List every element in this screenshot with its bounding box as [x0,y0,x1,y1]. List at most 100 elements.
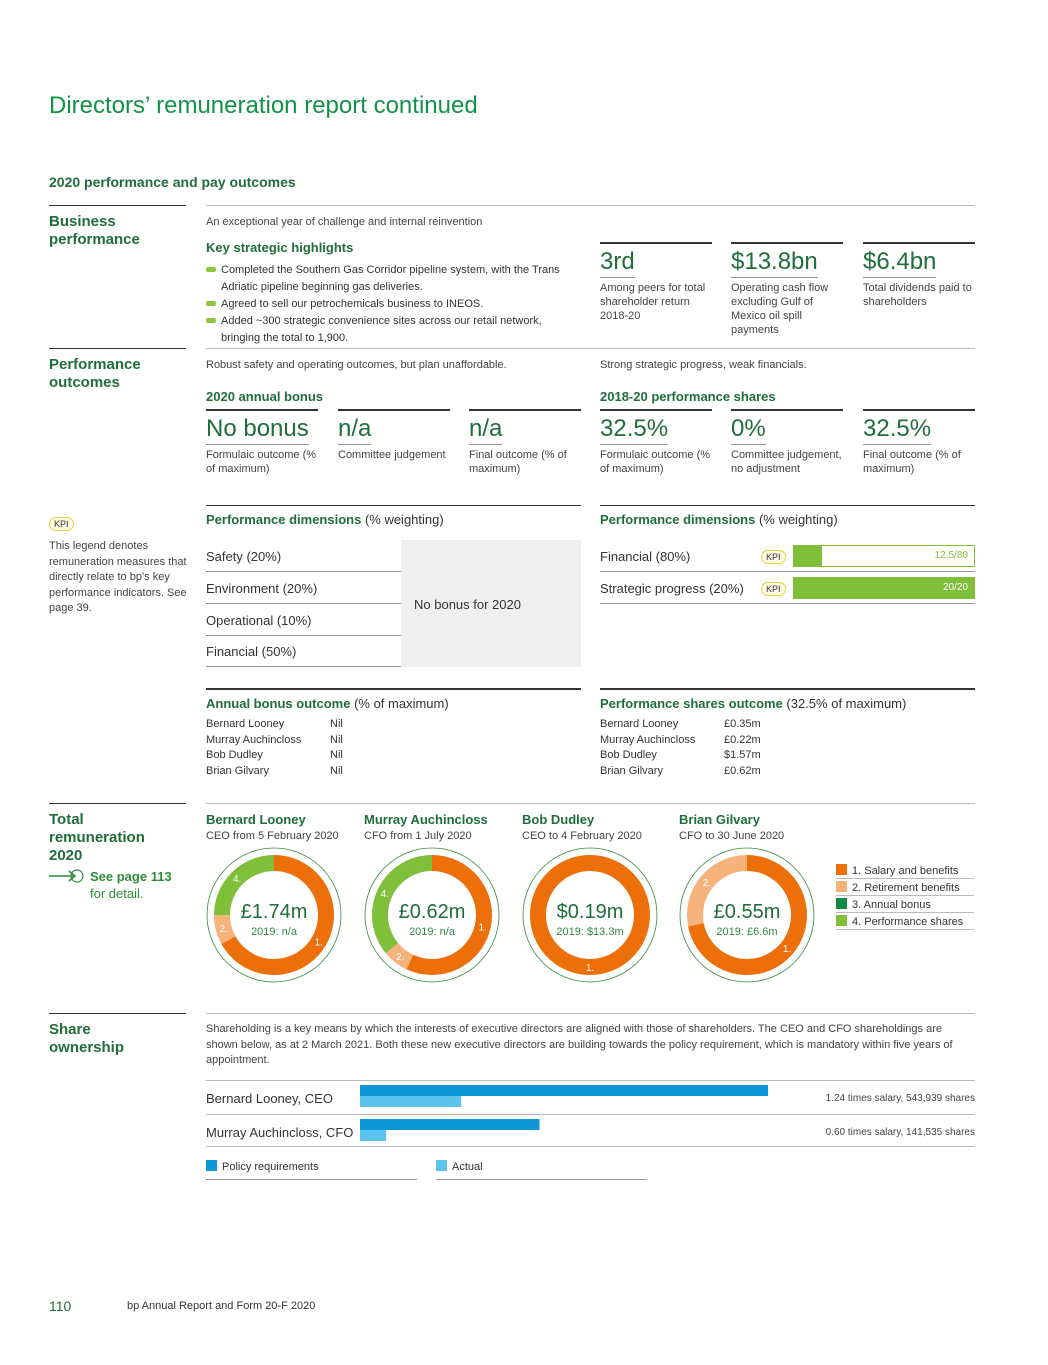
bonus-formulaic: No bonus Formulaic outcome (% of maximum… [206,409,318,476]
slice-label: 2. [396,952,404,963]
highlight-bullet: Added ~300 strategic convenience sites a… [206,313,576,347]
shares-final: 32.5% Final outcome (% of maximum) [863,409,975,476]
legend-swatch [836,898,847,909]
divider [206,348,975,349]
no-bonus-panel [401,540,581,667]
person-header: Bob Dudley CEO to 4 February 2020 [522,812,642,842]
list-item: Bernard Looney [600,718,679,730]
bonus-outcome-values: Nil Nil Nil Nil [330,717,343,779]
donut-slice [372,855,432,954]
slice-label: 4. [381,889,389,900]
divider [206,1146,975,1147]
dimension-row: Safety (20%) [206,540,401,572]
slice-label: 4. [233,874,241,885]
slice-label: 1. [479,922,487,933]
highlight-bullet: Completed the Southern Gas Corridor pipe… [206,262,576,296]
kpi-badge: KPI [49,514,74,532]
shares-title: 2018-20 performance shares [600,389,776,404]
list-item: Nil [330,718,343,730]
divider [206,803,975,804]
share-ownership-bars [360,1085,768,1141]
share-bar [360,1085,768,1096]
strategic-score-track: 20/20 [793,577,975,599]
slice-label: 1. [783,944,791,955]
slice-label: 2. [219,924,227,935]
financial-score-track: 12.5/80 [793,545,975,567]
business-performance-label: Business performance [49,213,140,248]
section-heading: 2020 performance and pay outcomes [49,174,296,190]
shares-outcome-names: Bernard Looney Murray Auchincloss Bob Du… [600,717,695,779]
share-ownership-label: Share ownership [49,1021,125,1056]
list-item: Nil [330,764,343,777]
legend-item: 1. Salary and benefits [836,862,974,879]
performance-outcomes-label: Performance outcomes [49,356,141,391]
total-remuneration-label: Total remuneration 2020 [49,811,145,864]
slice-label: 2. [703,878,711,889]
shares-outcome-title: Performance shares outcome (32.5% of max… [600,696,907,711]
dimensions-bonus-title: Performance dimensions (% weighting) [206,512,444,527]
legend-swatch [436,1160,447,1171]
shares-outcome-values: £0.35m £0.22m $1.57m £0.62m [724,717,761,779]
legend-swatch [836,864,847,875]
list-item: Nil [330,733,343,746]
kpi-legend-text: This legend denotes remuneration measure… [49,540,187,614]
stat-tsr: 3rd Among peers for total shareholder re… [600,242,712,323]
bonus-outcome-title: Annual bonus outcome (% of maximum) [206,696,449,711]
list-item: Murray Auchincloss [206,733,302,746]
donut-center-label: $0.19m 2019: $13.3m [556,901,624,938]
see-page-link[interactable]: See page 113 for detail. [49,868,172,902]
highlight-bullet: Agreed to sell our petrochemicals busine… [206,296,576,313]
divider [206,1013,975,1014]
person-header: Murray Auchincloss CFO from 1 July 2020 [364,812,488,842]
financial-score-fill [794,546,823,566]
slice-label: 1. [315,937,323,948]
list-item: Nil [330,749,343,761]
list-item: $1.57m [724,749,761,761]
donut-slice [687,855,747,927]
stat-operating-cash: $13.8bn Operating cash flow excluding Gu… [731,242,843,337]
share-bar [360,1096,462,1107]
divider [49,348,186,349]
divider [49,803,186,804]
dimension-row-financial: Financial (80%) KPI 12.5/80 [600,540,975,572]
divider [206,1114,975,1115]
divider [206,688,581,690]
donut-slice [406,855,492,975]
divider [600,505,975,506]
page-number: 110 [49,1298,72,1314]
shares-intro: Strong strategic progress, weak financia… [600,359,807,371]
legend-swatch [836,915,847,926]
shares-committee: 0% Committee judgement, no adjustment [731,409,843,476]
list-item: Brian Gilvary [600,764,663,777]
kpi-badge: KPI [761,550,786,564]
kpi-badge: KPI [761,582,786,596]
share-bar [360,1119,540,1130]
legend-policy: Policy requirements [206,1160,417,1180]
holder-note: 1.24 times salary, 543,939 shares [825,1093,975,1104]
bonus-outcome-names: Bernard Looney Murray Auchincloss Bob Du… [206,717,301,779]
holder-name: Bernard Looney, CEO [206,1091,333,1106]
footer-text: bp Annual Report and Form 20-F 2020 [127,1300,316,1312]
page-title: Directors’ remuneration report continued [49,92,478,119]
highlights-list: Completed the Southern Gas Corridor pipe… [206,262,576,347]
list-item: Murray Auchincloss [600,733,696,746]
dimensions-shares-title: Performance dimensions (% weighting) [600,512,838,527]
bonus-committee: n/a Committee judgement [338,409,450,462]
donut-center-label: £0.55m 2019: £6.6m [713,901,781,938]
strategic-score-fill [794,578,974,598]
divider [206,1080,975,1081]
arrow-icon [49,866,85,886]
donut-outline [364,847,500,983]
person-header: Bernard Looney CEO from 5 February 2020 [206,812,339,842]
legend-item: 2. Retirement benefits [836,879,974,896]
list-item: £0.22m [724,733,761,746]
dimension-row: Environment (20%) [206,572,401,604]
slice-label: 1. [586,963,594,974]
holder-note: 0.60 times salary, 141,535 shares [825,1127,975,1138]
divider [206,205,975,206]
dimension-row: Operational (10%) [206,604,401,636]
legend-actual: Actual [436,1160,647,1180]
divider [49,205,186,206]
share-ownership-intro: Shareholding is a key means by which the… [206,1023,953,1066]
legend-swatch [206,1160,217,1171]
